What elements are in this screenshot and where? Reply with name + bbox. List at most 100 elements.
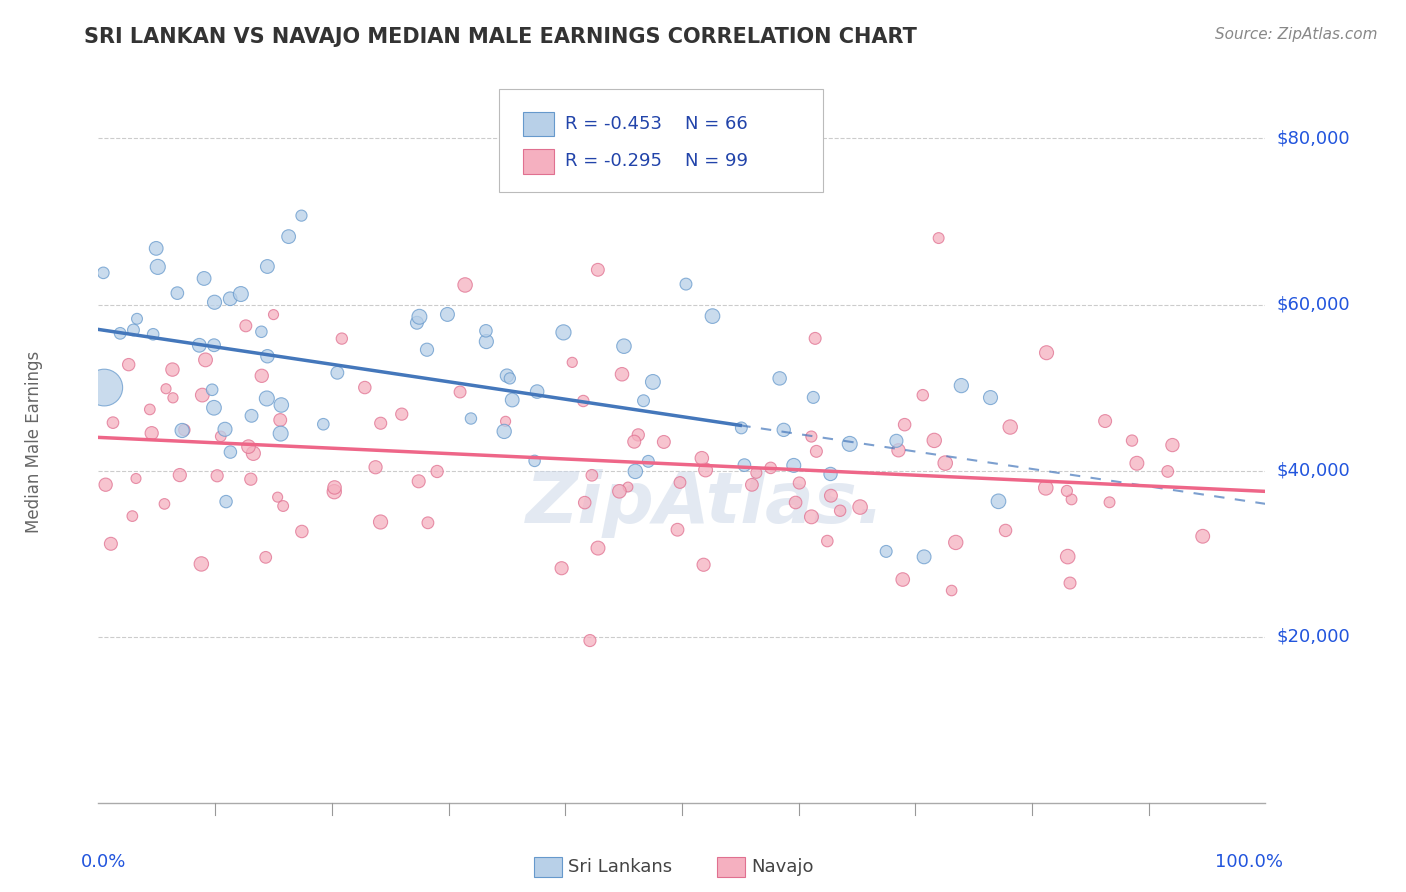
Point <box>800 509 823 524</box>
Point <box>94 477 117 491</box>
Point <box>145 241 167 255</box>
Point <box>934 456 956 470</box>
Point <box>785 495 807 509</box>
Point <box>987 494 1010 508</box>
Point <box>271 499 294 513</box>
Point <box>326 366 349 380</box>
Point <box>125 471 148 485</box>
Point <box>408 310 430 324</box>
Text: Navajo: Navajo <box>751 858 813 876</box>
Point <box>745 466 768 480</box>
Point <box>436 308 458 322</box>
Point <box>121 509 143 524</box>
Point <box>692 558 714 572</box>
Text: $60,000: $60,000 <box>1277 295 1350 313</box>
Point <box>641 375 664 389</box>
Point <box>155 382 177 396</box>
Point <box>214 422 236 436</box>
Text: $40,000: $40,000 <box>1277 461 1350 480</box>
Point <box>370 416 392 430</box>
Point <box>887 443 910 458</box>
Point <box>153 497 176 511</box>
Text: R = -0.453    N = 66: R = -0.453 N = 66 <box>565 115 748 133</box>
Point <box>912 549 935 564</box>
Text: 0.0%: 0.0% <box>82 853 127 871</box>
Point <box>501 392 523 407</box>
Point <box>162 391 184 405</box>
Point <box>254 550 277 565</box>
Point <box>205 468 228 483</box>
Point <box>1191 529 1213 543</box>
Point <box>613 339 636 353</box>
Point <box>270 426 292 441</box>
Point <box>256 392 278 406</box>
Point <box>125 311 148 326</box>
Point <box>789 475 811 490</box>
Point <box>475 324 498 338</box>
Point <box>353 380 375 394</box>
Point <box>454 277 477 292</box>
Point <box>979 391 1001 405</box>
Point <box>250 368 273 383</box>
Point <box>561 355 583 369</box>
Point <box>581 468 603 483</box>
Point <box>624 464 647 478</box>
Point <box>994 524 1017 538</box>
Point <box>256 260 278 274</box>
Point <box>550 561 572 575</box>
Point <box>759 461 782 475</box>
Point <box>201 383 224 397</box>
Point <box>162 362 184 376</box>
Point <box>804 331 827 345</box>
Point <box>617 480 640 494</box>
Point <box>391 407 413 421</box>
Text: SRI LANKAN VS NAVAJO MEDIAN MALE EARNINGS CORRELATION CHART: SRI LANKAN VS NAVAJO MEDIAN MALE EARNING… <box>84 27 917 46</box>
Point <box>494 425 516 439</box>
Text: Sri Lankans: Sri Lankans <box>568 858 672 876</box>
Point <box>238 440 260 454</box>
Point <box>637 454 659 468</box>
Point <box>911 388 934 402</box>
Point <box>122 323 145 337</box>
Point <box>690 451 713 466</box>
Point <box>950 378 973 392</box>
Point <box>460 411 482 425</box>
Point <box>312 417 335 432</box>
Point <box>815 534 838 549</box>
Point <box>730 421 752 435</box>
Point <box>142 327 165 342</box>
Point <box>146 260 169 274</box>
Text: R = -0.295    N = 99: R = -0.295 N = 99 <box>565 153 748 170</box>
Point <box>1121 434 1143 448</box>
Point <box>633 393 655 408</box>
Point <box>108 326 131 341</box>
Text: $80,000: $80,000 <box>1277 129 1350 147</box>
Point <box>1098 495 1121 509</box>
Point <box>574 495 596 509</box>
Point <box>323 480 346 494</box>
Point <box>553 326 575 340</box>
Point <box>652 434 675 449</box>
Point <box>1161 438 1184 452</box>
Point <box>496 368 519 383</box>
Point <box>475 334 498 349</box>
Point <box>93 266 115 280</box>
Point <box>849 500 872 514</box>
Point <box>250 325 273 339</box>
Point <box>666 523 689 537</box>
Point <box>806 444 828 458</box>
Point <box>194 352 217 367</box>
Point <box>702 309 724 323</box>
Point <box>893 417 915 432</box>
Point <box>240 409 263 423</box>
Point <box>733 458 755 472</box>
Point <box>495 414 517 428</box>
Point <box>741 478 763 492</box>
Point <box>669 475 692 490</box>
Point <box>290 209 312 223</box>
Point <box>202 338 225 352</box>
Point <box>169 468 191 483</box>
Point <box>769 371 792 385</box>
Point <box>1094 414 1116 428</box>
Point <box>1157 465 1180 479</box>
